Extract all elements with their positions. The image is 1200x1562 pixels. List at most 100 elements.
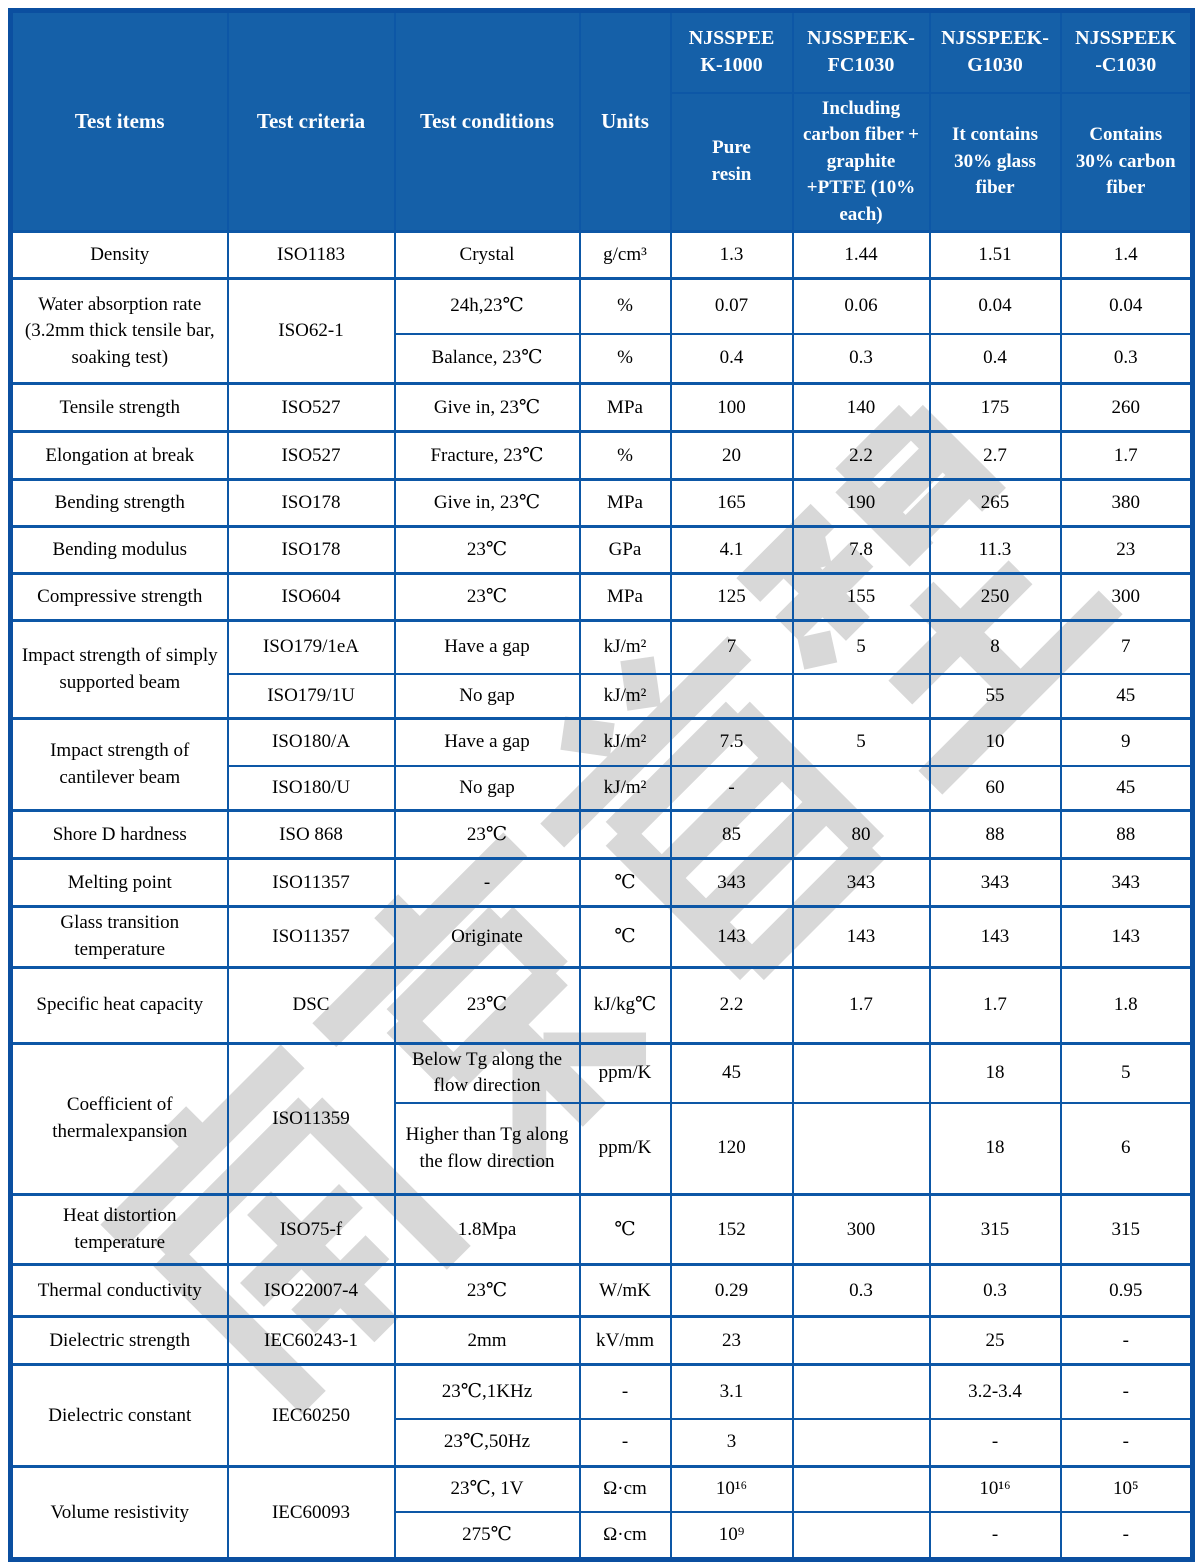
table-cell: Impact strength of cantilever beam bbox=[9, 717, 229, 812]
table-cell: 343 bbox=[1059, 857, 1194, 908]
table-cell: 190 bbox=[791, 478, 931, 528]
table-row: Coefficient of thermalexpansion ISO11359 B… bbox=[9, 1041, 1194, 1196]
table-cell: 0.4 bbox=[669, 332, 794, 385]
table-cell: 1.7 bbox=[791, 965, 931, 1045]
table-cell bbox=[791, 764, 931, 812]
table-row: Heat distortion temperature ISO75-f 1.8Mpa… bbox=[9, 1193, 1194, 1266]
header-row-products: Test items Test criteria Test conditions… bbox=[9, 9, 1194, 233]
table-cell: - bbox=[393, 857, 581, 908]
table-cell: Compressive strength bbox=[9, 572, 229, 622]
table-cell: 155 bbox=[791, 572, 931, 622]
table-row: Thermal conductivity ISO22007-4 23℃ W/mK 0.2… bbox=[9, 1263, 1194, 1318]
table-cell: Density bbox=[9, 230, 229, 280]
table-cell: % bbox=[578, 332, 672, 385]
spec-table-body: Density ISO1183 Crystal g/cm³ 1.3 1.44 1.51 1.4… bbox=[9, 230, 1194, 1561]
table-cell: 23 bbox=[669, 1315, 794, 1366]
table-cell: 5 bbox=[1059, 1041, 1194, 1104]
table-row: Glass transition temperature ISO11357 Orig… bbox=[9, 905, 1194, 969]
table-row: Compressive strength ISO604 23℃ MPa 125 155 25… bbox=[9, 572, 1194, 622]
table-cell: - bbox=[1059, 1315, 1194, 1366]
table-cell: ℃ bbox=[578, 1193, 672, 1266]
product-header-njsspeek-g1030: NJSSPEEK- G1030 bbox=[928, 9, 1062, 94]
table-cell: Below Tg along the flow direction bbox=[393, 1041, 581, 1104]
table-cell: IEC60093 bbox=[226, 1465, 396, 1561]
table-cell: 143 bbox=[791, 905, 931, 969]
table-cell: Glass transition temperature bbox=[9, 905, 229, 969]
table-cell: Ω·cm bbox=[578, 1510, 672, 1561]
table-row: Melting point ISO11357- ℃ 343 343 343 343 bbox=[9, 857, 1194, 908]
table-cell bbox=[578, 809, 672, 860]
table-cell bbox=[791, 1041, 931, 1104]
table-cell bbox=[791, 1363, 931, 1420]
table-cell: 20 bbox=[669, 430, 794, 481]
table-cell: 10¹⁶ bbox=[928, 1465, 1062, 1513]
table-cell: 1.4 bbox=[1059, 230, 1194, 280]
table-cell: GPa bbox=[578, 525, 672, 575]
table-cell: ISO62-1 bbox=[226, 277, 396, 385]
table-row: Water absorption rate (3.2mm thick tensi… bbox=[9, 277, 1194, 385]
table-cell: 10 bbox=[928, 717, 1062, 767]
table-cell: No gap bbox=[393, 764, 581, 812]
table-cell: 88 bbox=[1059, 809, 1194, 860]
table-cell bbox=[791, 1315, 931, 1366]
table-row: Dielectric strength IEC60243-1 2mm kV/mm 23 2… bbox=[9, 1315, 1194, 1366]
table-cell: Dielectric constant bbox=[9, 1363, 229, 1468]
table-cell: 315 bbox=[1059, 1193, 1194, 1266]
table-cell: Ω·cm bbox=[578, 1465, 672, 1513]
table-cell: 2.2 bbox=[791, 430, 931, 481]
product-description-njsspeek-1000: Pure resin bbox=[669, 91, 794, 233]
table-cell: 23℃ bbox=[393, 965, 581, 1045]
table-cell: 11.3 bbox=[928, 525, 1062, 575]
table-cell: 0.3 bbox=[928, 1263, 1062, 1318]
table-cell: 0.29 bbox=[669, 1263, 794, 1318]
table-row: Bending strength ISO178 Give in, 23℃ MPa 165… bbox=[9, 478, 1194, 528]
table-cell: 23℃,50Hz bbox=[393, 1417, 581, 1468]
table-cell: 24h,23℃ bbox=[393, 277, 581, 335]
table-cell: ISO22007-4 bbox=[226, 1263, 396, 1318]
table-cell: ISO179/1eA bbox=[226, 619, 396, 675]
table-cell: Balance, 23℃ bbox=[393, 332, 581, 385]
table-cell: 7.5 bbox=[669, 717, 794, 767]
table-cell: 23℃ bbox=[393, 809, 581, 860]
table-cell: 18 bbox=[928, 1041, 1062, 1104]
spec-table-head: Test items Test criteria Test conditions… bbox=[9, 9, 1194, 233]
table-row: Impact strength of simply supported beam… bbox=[9, 619, 1194, 720]
table-row: Balance, 23℃% 0.4 0.3 0.4 0.3 bbox=[11, 332, 1194, 385]
table-cell: kJ/kg℃ bbox=[578, 965, 672, 1045]
spec-table: Test items Test criteria Test conditions… bbox=[8, 8, 1195, 1562]
table-cell: 260 bbox=[1059, 382, 1194, 433]
table-cell: Specific heat capacity bbox=[9, 965, 229, 1045]
table-cell: 140 bbox=[791, 382, 931, 433]
table-cell: kV/mm bbox=[578, 1315, 672, 1366]
table-cell: 5 bbox=[791, 619, 931, 675]
table-cell: ppm/K bbox=[578, 1041, 672, 1104]
table-cell: 143 bbox=[669, 905, 794, 969]
table-cell: 45 bbox=[669, 1041, 794, 1104]
table-cell: - bbox=[928, 1510, 1062, 1561]
table-cell: Have a gap bbox=[393, 619, 581, 675]
table-cell: MPa bbox=[578, 382, 672, 433]
table-cell: IEC60243-1 bbox=[226, 1315, 396, 1366]
table-cell bbox=[791, 1465, 931, 1513]
table-cell: 23 bbox=[1059, 525, 1194, 575]
table-cell: 152 bbox=[669, 1193, 794, 1266]
product-header-njsspeek-1000: NJSSPEE K-1000 bbox=[669, 9, 794, 94]
table-cell: ISO179/1U bbox=[226, 672, 396, 720]
table-cell: kJ/m² bbox=[578, 764, 672, 812]
table-cell: 80 bbox=[791, 809, 931, 860]
table-cell: 125 bbox=[669, 572, 794, 622]
table-cell: 1.7 bbox=[1059, 430, 1194, 481]
table-cell: Water absorption rate (3.2mm thick tensi… bbox=[9, 277, 229, 385]
table-cell: 0.95 bbox=[1059, 1263, 1194, 1318]
table-cell: % bbox=[578, 277, 672, 335]
table-cell: 0.07 bbox=[669, 277, 794, 335]
table-cell: 60 bbox=[928, 764, 1062, 812]
table-cell: 8 bbox=[928, 619, 1062, 675]
table-cell: - bbox=[1059, 1510, 1194, 1561]
table-cell: MPa bbox=[578, 478, 672, 528]
table-cell: 275℃ bbox=[393, 1510, 581, 1561]
table-cell: 85 bbox=[669, 809, 794, 860]
table-cell: Originate bbox=[393, 905, 581, 969]
table-cell: Thermal conductivity bbox=[9, 1263, 229, 1318]
table-cell: 0.3 bbox=[1059, 332, 1194, 385]
